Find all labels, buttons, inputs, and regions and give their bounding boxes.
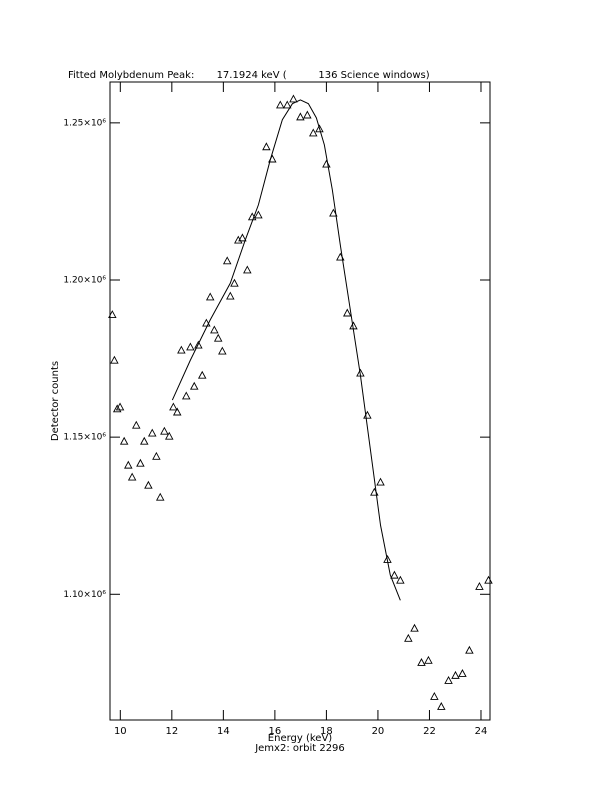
data-point: [437, 702, 446, 710]
x-tick-label: 22: [423, 726, 436, 737]
data-point: [108, 310, 117, 319]
data-point: [177, 345, 186, 354]
data-point: [475, 581, 484, 590]
data-point: [110, 355, 119, 364]
data-point: [189, 381, 199, 390]
data-point: [112, 404, 122, 413]
data-point: [119, 436, 129, 445]
data-point: [165, 431, 174, 440]
y-tick-label: 1.10×10⁶: [63, 590, 106, 600]
data-point: [268, 154, 277, 163]
data-point: [124, 460, 133, 469]
data-point: [430, 691, 439, 700]
data-point: [213, 333, 223, 342]
data-point: [169, 402, 178, 411]
data-point: [202, 318, 211, 327]
data-point: [444, 675, 453, 684]
data-point: [343, 308, 352, 317]
plot-frame: [109, 81, 491, 721]
data-point: [205, 292, 215, 301]
data-point: [186, 342, 195, 351]
data-point: [222, 256, 232, 265]
x-tick-label: 20: [372, 726, 385, 737]
data-point: [404, 633, 413, 642]
data-point: [172, 407, 182, 416]
x-tick-label: 16: [269, 726, 282, 737]
data-point: [303, 110, 312, 119]
data-point: [451, 670, 460, 679]
data-point: [147, 428, 157, 437]
x-axis-label: Energy (keV): [268, 733, 333, 744]
data-point: [315, 124, 324, 133]
data-point: [289, 94, 298, 103]
data-point: [247, 212, 257, 221]
data-point: [370, 487, 379, 496]
data-point: [144, 480, 153, 489]
data-point: [322, 159, 331, 168]
data-point: [383, 554, 392, 563]
data-point: [238, 233, 247, 242]
data-point: [115, 402, 125, 411]
footer: Jemx2: orbit 2296: [254, 743, 345, 754]
data-point: [424, 655, 433, 664]
data-point: [356, 368, 365, 377]
data-point: [458, 669, 467, 677]
data-point: [210, 325, 219, 334]
data-point: [390, 570, 399, 579]
y-axis-label: Detector counts: [50, 361, 61, 441]
data-point: [329, 208, 338, 217]
data-point: [194, 340, 203, 349]
data-point: [282, 100, 292, 109]
data-point: [410, 623, 419, 632]
data-point: [376, 477, 385, 486]
data-point: [160, 426, 169, 435]
data-point: [254, 210, 263, 219]
data-point: [182, 391, 191, 400]
x-tick-label: 14: [217, 726, 230, 737]
x-tick-label: 10: [114, 726, 127, 737]
y-tick-label: 1.20×10⁶: [63, 276, 106, 286]
data-point: [349, 321, 358, 330]
chart-title: Fitted Molybdenum Peak: 17.1924 keV ( 13…: [68, 70, 430, 81]
y-tick-label: 1.25×10⁶: [63, 118, 106, 128]
data-point: [309, 128, 318, 137]
data-point: [234, 235, 243, 244]
data-point: [155, 492, 165, 501]
data-point: [396, 575, 405, 584]
x-tick-label: 24: [475, 726, 488, 737]
data-point: [218, 346, 227, 355]
data-point: [197, 370, 207, 379]
data-point: [296, 112, 305, 121]
data-point: [484, 575, 493, 584]
data-point: [243, 265, 252, 274]
data-point: [276, 100, 285, 109]
data-point: [417, 658, 426, 666]
data-point: [127, 472, 137, 481]
data-point: [336, 252, 345, 261]
data-point: [136, 458, 145, 467]
data-point: [230, 278, 239, 287]
data-point: [226, 291, 235, 300]
data-point: [140, 436, 149, 445]
data-point: [465, 645, 474, 654]
x-tick-label: 18: [320, 726, 333, 737]
fit-line: [171, 99, 401, 601]
data-point: [262, 142, 271, 151]
data-point: [132, 420, 141, 429]
data-point: [363, 410, 372, 419]
y-tick-label: 1.15×10⁶: [63, 433, 106, 443]
x-tick-label: 12: [165, 726, 178, 737]
data-point: [152, 451, 161, 460]
